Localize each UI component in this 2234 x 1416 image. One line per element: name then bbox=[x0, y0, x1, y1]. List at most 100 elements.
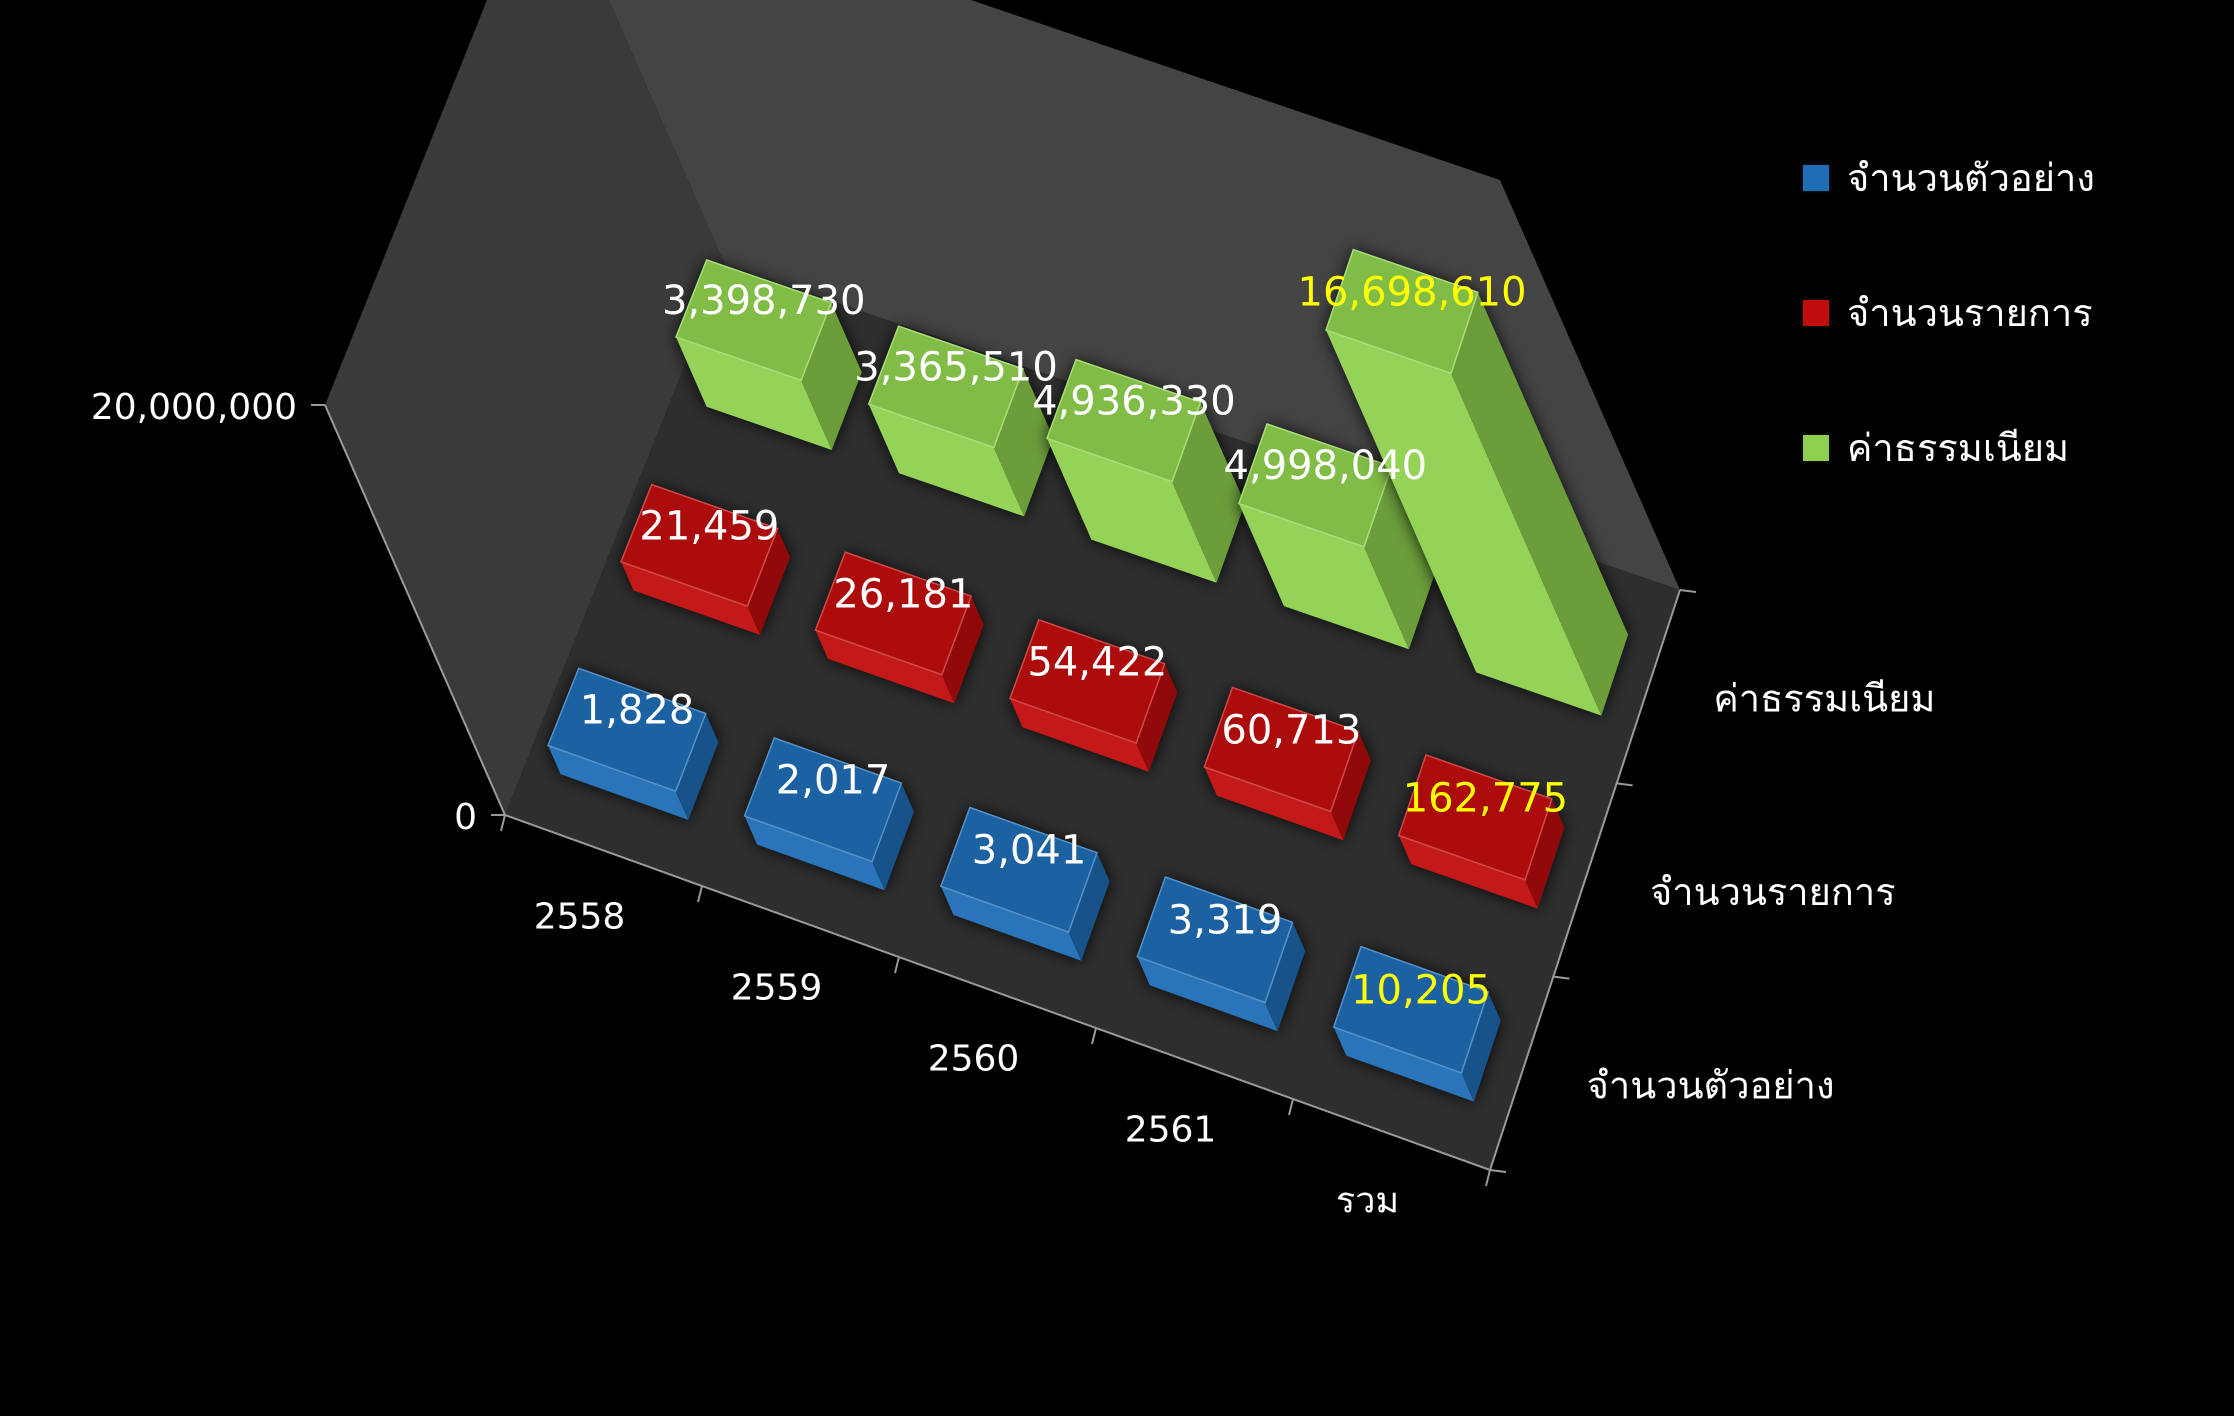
data-label: 26,181 bbox=[833, 571, 973, 617]
bar bbox=[1332, 945, 1501, 1102]
bar-front-face bbox=[548, 745, 689, 820]
bar-front-face bbox=[868, 404, 1025, 517]
bar-side-face bbox=[1364, 466, 1437, 650]
bar bbox=[1397, 753, 1565, 909]
bars bbox=[547, 248, 1629, 1102]
bar-top-face bbox=[1325, 248, 1479, 375]
bar bbox=[1008, 618, 1178, 772]
axes: 0 20,000,000 2558 2559 2560 2561 รวม จำนวนตัวอย… bbox=[91, 387, 1936, 1222]
value-tick-label: 0 bbox=[454, 797, 477, 838]
category-tick bbox=[1485, 1169, 1491, 1187]
bar-front-face bbox=[1047, 438, 1217, 583]
series-axis-label: ค่าธรรมเนียม bbox=[1713, 677, 1935, 721]
bar-front-face bbox=[1326, 330, 1602, 716]
bar bbox=[1203, 686, 1371, 841]
series-axis-line bbox=[1489, 589, 1681, 1171]
bar-front-face bbox=[940, 886, 1082, 961]
bar-front-face bbox=[676, 337, 832, 450]
bar-top-face bbox=[1332, 945, 1490, 1074]
data-label: 2,017 bbox=[776, 758, 891, 804]
bar-side-face bbox=[675, 713, 719, 820]
series-axis-label: จำนวนตัวอย่าง bbox=[1587, 1063, 1835, 1107]
bar bbox=[867, 325, 1054, 517]
bar-top-face bbox=[814, 551, 973, 676]
legend-label-items: จำนวนรายการ bbox=[1847, 291, 2093, 335]
bar bbox=[1046, 358, 1245, 583]
bar-front-face bbox=[1398, 835, 1538, 909]
bar-top-face bbox=[675, 259, 833, 382]
legend-label-samples: จำนวนตัวอย่าง bbox=[1847, 156, 2095, 200]
bar-side-face bbox=[1265, 922, 1306, 1032]
category-label: 2558 bbox=[534, 897, 626, 938]
legend-item: จำนวนรายการ bbox=[1803, 245, 2095, 380]
bar-top-face bbox=[547, 667, 707, 793]
bar-top-face bbox=[939, 806, 1098, 934]
legend-item: ค่าธรรมเนียม bbox=[1803, 380, 2095, 515]
category-tick bbox=[1091, 1027, 1097, 1045]
series-tick bbox=[1489, 1169, 1507, 1173]
series-tick bbox=[1616, 782, 1633, 787]
legend-item: จำนวนตัวอย่าง bbox=[1803, 110, 2095, 245]
data-label: 16,698,610 bbox=[1298, 269, 1527, 315]
series-axis-label: จำนวนรายการ bbox=[1650, 870, 1896, 914]
data-label: 1,828 bbox=[580, 688, 695, 734]
series-tick bbox=[1553, 975, 1570, 980]
bar-front-face bbox=[744, 815, 885, 891]
value-tick-label: 20,000,000 bbox=[91, 387, 297, 428]
bar-front-face bbox=[621, 561, 760, 635]
bar-top-face bbox=[1136, 876, 1294, 1004]
bar-side-face bbox=[1136, 663, 1178, 772]
data-label: 54,422 bbox=[1027, 639, 1167, 685]
category-label: รวม bbox=[1336, 1181, 1399, 1222]
bar-front-face bbox=[1009, 698, 1149, 772]
bar-front-face bbox=[1238, 503, 1409, 650]
legend-label-fees: ค่าธรรมเนียม bbox=[1847, 426, 2070, 470]
legend-swatch-items bbox=[1803, 299, 1829, 326]
data-label: 4,998,040 bbox=[1224, 443, 1428, 489]
bar bbox=[743, 736, 914, 891]
series-tick bbox=[1679, 589, 1697, 593]
bar bbox=[1136, 876, 1306, 1032]
data-label: 162,775 bbox=[1403, 775, 1568, 821]
legend: จำนวนตัวอย่าง จำนวนรายการ ค่าธรรมเนียม bbox=[1803, 110, 2095, 515]
bar bbox=[814, 551, 984, 704]
bar-front-face bbox=[1333, 1027, 1474, 1102]
data-label: 4,936,330 bbox=[1032, 378, 1236, 424]
value-axis-line bbox=[324, 404, 506, 816]
bar-side-face bbox=[1525, 798, 1565, 909]
bar bbox=[939, 806, 1110, 961]
bar-top-face bbox=[1008, 618, 1166, 745]
category-tick bbox=[697, 885, 703, 903]
data-label: 60,713 bbox=[1221, 707, 1361, 753]
bar-side-face bbox=[1172, 402, 1245, 583]
bar-front-face bbox=[1204, 767, 1344, 841]
data-label: 3,319 bbox=[1168, 898, 1283, 944]
bar-side-face bbox=[747, 528, 791, 635]
bar bbox=[547, 667, 719, 820]
bar-front-face bbox=[815, 630, 955, 704]
bar bbox=[675, 259, 862, 450]
data-label: 3,365,510 bbox=[854, 345, 1058, 391]
category-label: 2560 bbox=[928, 1039, 1020, 1080]
bar bbox=[1237, 422, 1437, 650]
bar-side-face bbox=[872, 783, 914, 891]
bar-side-face bbox=[993, 368, 1054, 517]
bar-side-face bbox=[801, 302, 862, 450]
category-axis-line bbox=[504, 814, 1491, 1171]
category-label: 2561 bbox=[1125, 1110, 1217, 1151]
bar-top-face bbox=[1046, 358, 1202, 483]
bar-front-face bbox=[1137, 956, 1278, 1032]
legend-swatch-samples bbox=[1803, 164, 1829, 191]
bar-side-face bbox=[1068, 852, 1110, 961]
data-label: 3,041 bbox=[972, 828, 1087, 874]
category-tick bbox=[1288, 1098, 1294, 1116]
bar-side-face bbox=[1330, 731, 1371, 841]
category-tick bbox=[500, 814, 506, 832]
legend-swatch-fees bbox=[1803, 434, 1829, 461]
bar-side-face bbox=[941, 596, 984, 704]
category-label: 2559 bbox=[731, 968, 823, 1009]
category-tick bbox=[894, 956, 900, 974]
bar-top-face bbox=[620, 483, 779, 608]
